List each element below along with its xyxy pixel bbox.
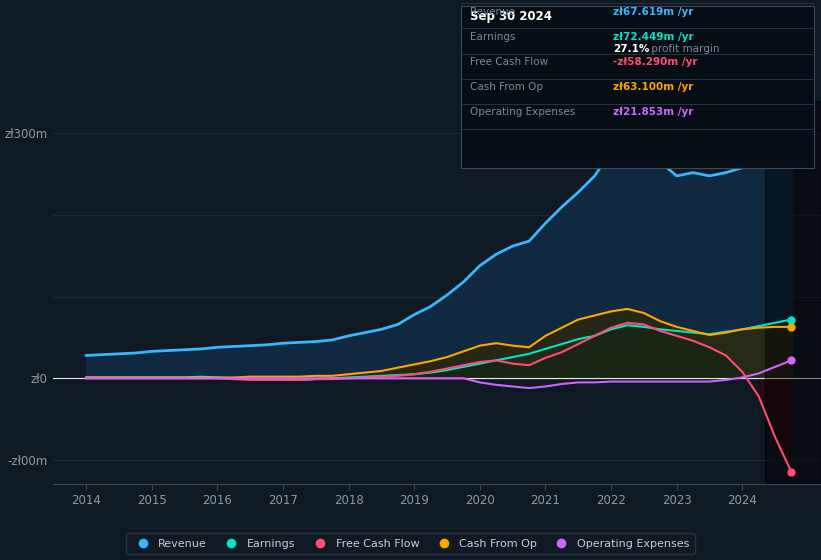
Text: zł72.449m /yr: zł72.449m /yr (613, 32, 694, 42)
Text: Sep 30 2024: Sep 30 2024 (470, 10, 552, 23)
Legend: Revenue, Earnings, Free Cash Flow, Cash From Op, Operating Expenses: Revenue, Earnings, Free Cash Flow, Cash … (126, 533, 695, 554)
Text: zł67.619m /yr: zł67.619m /yr (613, 7, 694, 17)
Text: -zł58.290m /yr: -zł58.290m /yr (613, 57, 698, 67)
Bar (765, 101, 821, 484)
Text: zł21.853m /yr: zł21.853m /yr (613, 108, 694, 118)
Text: Revenue: Revenue (470, 7, 515, 17)
Text: Cash From Op: Cash From Op (470, 82, 543, 92)
Text: zł63.100m /yr: zł63.100m /yr (613, 82, 694, 92)
Text: profit margin: profit margin (648, 44, 719, 54)
Text: Free Cash Flow: Free Cash Flow (470, 57, 548, 67)
Text: 27.1%: 27.1% (613, 44, 649, 54)
Text: Earnings: Earnings (470, 32, 515, 42)
Text: Operating Expenses: Operating Expenses (470, 108, 575, 118)
